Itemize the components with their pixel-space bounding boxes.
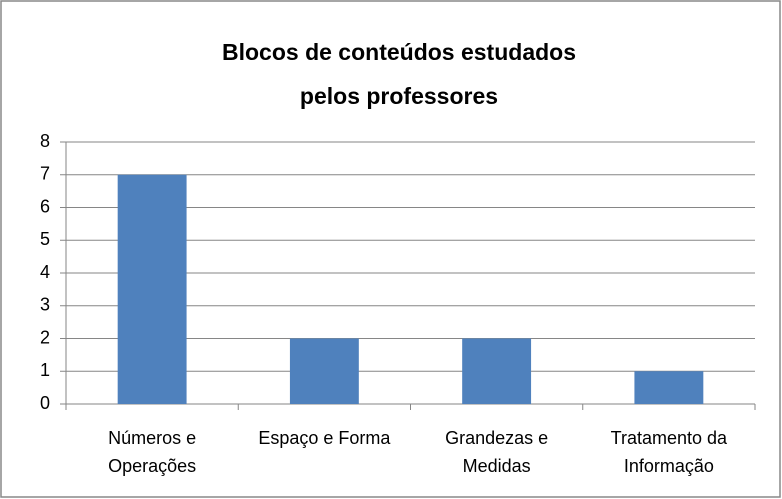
chart-title: Blocos de conteúdos estudados pelos prof…	[222, 39, 576, 109]
bar	[289, 338, 359, 404]
y-tick-label: 5	[40, 229, 50, 249]
y-tick-label: 2	[40, 327, 50, 347]
y-tick-label: 0	[40, 393, 50, 413]
y-tick-label: 1	[40, 360, 50, 380]
y-tick-label: 3	[40, 295, 50, 315]
y-tick-label: 6	[40, 196, 50, 216]
x-tick-label: Grandezas e Medidas	[445, 428, 549, 476]
x-tick-label: Espaço e Forma	[258, 428, 391, 448]
y-tick-label: 4	[40, 262, 50, 282]
x-tick-label: Números e Operações	[108, 428, 197, 476]
bar	[462, 338, 532, 404]
bar	[634, 371, 704, 404]
y-tick-label: 8	[40, 131, 50, 151]
bar	[117, 174, 187, 404]
x-tick-label: Tratamento da Informação	[610, 428, 728, 476]
y-tick-label: 7	[40, 164, 50, 184]
